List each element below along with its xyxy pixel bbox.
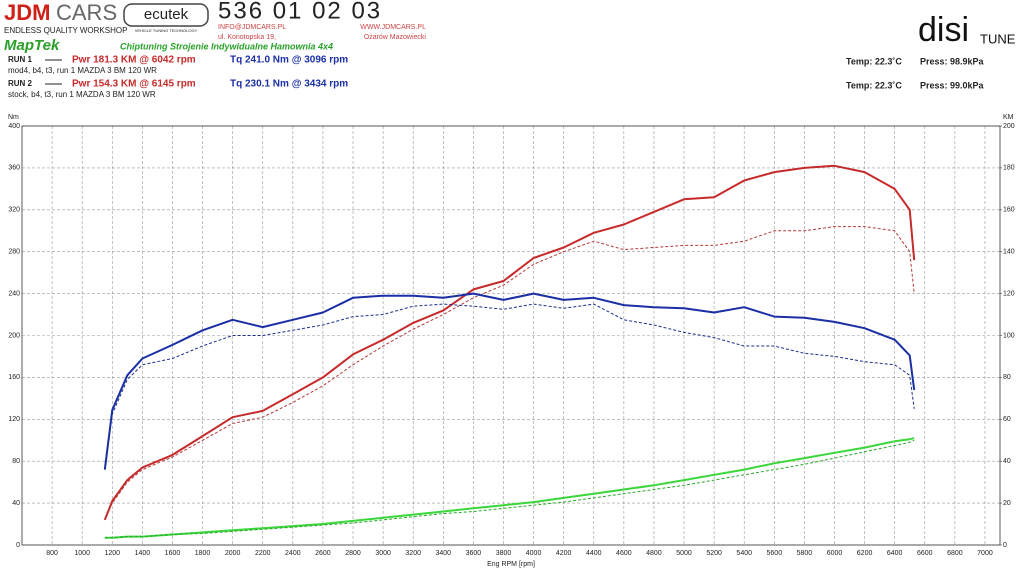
web: WWW.JDMCARS.PL — [360, 24, 426, 31]
y-axis-label: Nm — [8, 114, 19, 121]
y-tick-label: 320 — [8, 207, 20, 214]
run-torque: Tq 230.1 Nm @ 3434 rpm — [230, 79, 348, 90]
x-tick-label: 6200 — [857, 550, 873, 557]
y2-axis-label: KM — [1003, 114, 1014, 121]
y2-tick-label: 120 — [1003, 290, 1015, 297]
y2-tick-label: 20 — [1003, 500, 1011, 507]
y-tick-label: 40 — [12, 500, 20, 507]
phone: 536 01 02 03 — [218, 0, 382, 24]
x-tick-label: 3200 — [405, 550, 421, 557]
y2-tick-label: 200 — [1003, 123, 1015, 130]
maptek: MapTek — [4, 37, 60, 54]
y-tick-label: 280 — [8, 249, 20, 256]
run-label: RUN 1 — [8, 55, 33, 64]
x-tick-label: 3600 — [466, 550, 482, 557]
run-temp: Temp: 22.3˚C — [846, 56, 902, 66]
x-tick-label: 4200 — [556, 550, 572, 557]
x-tick-label: 4800 — [646, 550, 662, 557]
x-tick-label: 2400 — [285, 550, 301, 557]
x-tick-label: 5000 — [676, 550, 692, 557]
x-tick-label: 3400 — [436, 550, 452, 557]
y-tick-label: 80 — [12, 458, 20, 465]
y2-tick-label: 180 — [1003, 165, 1015, 172]
y-tick-label: 0 — [16, 542, 20, 549]
disi: disi — [918, 11, 969, 49]
x-tick-label: 5800 — [797, 550, 813, 557]
y-tick-label: 400 — [8, 123, 20, 130]
series-line — [103, 164, 916, 521]
series-line — [104, 226, 915, 521]
x-tick-label: 3000 — [375, 550, 391, 557]
y2-tick-label: 60 — [1003, 416, 1011, 423]
x-tick-label: 2200 — [255, 550, 271, 557]
x-tick-label: 1200 — [104, 550, 120, 557]
x-tick-label: 6000 — [827, 550, 843, 557]
slogan: Chiptuning Strojenie Indywidualne Hamown… — [120, 41, 333, 51]
series-line — [104, 437, 915, 539]
y2-tick-label: 160 — [1003, 207, 1015, 214]
x-tick-label: 2800 — [345, 550, 361, 557]
x-tick-label: 800 — [46, 550, 58, 557]
brand-b: CARS — [56, 0, 117, 25]
x-tick-label: 4000 — [526, 550, 542, 557]
x-tick-label: 1400 — [135, 550, 151, 557]
x-tick-label: 5600 — [767, 550, 783, 557]
run-desc: mod4, b4, t3, run 1 MAZDA 3 BM 120 WR — [8, 66, 157, 75]
brand-a: JDM — [4, 0, 50, 25]
x-tick-label: 6400 — [887, 550, 903, 557]
run-press: Press: 99.0kPa — [920, 80, 985, 90]
y-tick-label: 120 — [8, 416, 20, 423]
x-tick-label: 7000 — [977, 550, 993, 557]
plot-frame — [21, 125, 1001, 546]
series-line — [103, 292, 916, 470]
ecutek-tag: VEHICLE TUNING TECHNOLOGY — [135, 28, 198, 33]
run-desc: stock, b4, t3, run 1 MAZDA 3 BM 120 WR — [8, 90, 156, 99]
x-tick-label: 1600 — [165, 550, 181, 557]
y2-tick-label: 40 — [1003, 458, 1011, 465]
x-tick-label: 2600 — [315, 550, 331, 557]
city: Ożarów Mazowiecki — [364, 34, 427, 41]
y2-tick-label: 140 — [1003, 249, 1015, 256]
tune: TUNE — [980, 31, 1016, 46]
x-tick-label: 5200 — [706, 550, 722, 557]
run-power: Pwr 154.3 KM @ 6145 rpm — [72, 79, 196, 90]
x-tick-label: 1000 — [74, 550, 90, 557]
y2-tick-label: 100 — [1003, 332, 1015, 339]
series-line — [104, 439, 915, 539]
y2-tick-label: 0 — [1003, 542, 1007, 549]
x-tick-label: 4600 — [616, 550, 632, 557]
y-tick-label: 360 — [8, 165, 20, 172]
email: INFO@JDMCARS.PL — [218, 24, 286, 31]
x-tick-label: 5400 — [736, 550, 752, 557]
x-tick-label: 4400 — [586, 550, 602, 557]
x-tick-label: 3800 — [496, 550, 512, 557]
ecutek: ecutek — [144, 6, 189, 23]
run-temp: Temp: 22.3˚C — [846, 80, 902, 90]
street: ul. Konotopska 19, — [218, 34, 276, 41]
ecutek-box — [123, 3, 209, 27]
brand-tag: ENDLESS QUALITY WORKSHOP — [4, 26, 127, 35]
run-label: RUN 2 — [8, 79, 33, 88]
y2-tick-label: 80 — [1003, 374, 1011, 381]
x-tick-label: 1800 — [195, 550, 211, 557]
run-press: Press: 98.9kPa — [920, 56, 985, 66]
x-tick-label: 2000 — [225, 550, 241, 557]
run-power: Pwr 181.3 KM @ 6042 rpm — [72, 55, 196, 66]
run-torque: Tq 241.0 Nm @ 3096 rpm — [230, 55, 348, 66]
y-tick-label: 160 — [8, 374, 20, 381]
y-tick-label: 240 — [8, 290, 20, 297]
y-tick-label: 200 — [8, 332, 20, 339]
x-tick-label: 6800 — [947, 550, 963, 557]
x-tick-label: 6600 — [917, 550, 933, 557]
x-axis-label: Eng RPM [rpm] — [487, 561, 535, 568]
